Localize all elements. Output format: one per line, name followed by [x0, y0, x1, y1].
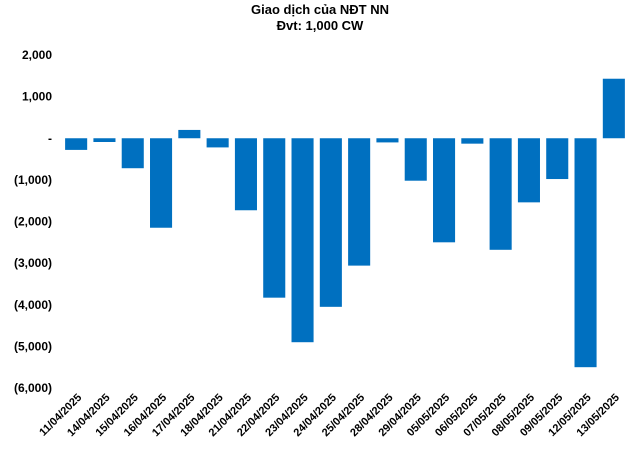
- bar: [121, 138, 144, 169]
- y-tick-label: 2,000: [22, 48, 52, 62]
- bar: [319, 138, 342, 307]
- bar: [150, 138, 173, 228]
- chart-title: Giao dịch của NĐT NN: [251, 2, 389, 17]
- bar: [93, 138, 116, 142]
- y-tick-label: (2,000): [14, 215, 52, 229]
- bar: [461, 138, 484, 144]
- y-tick-label: (6,000): [14, 381, 52, 395]
- bar: [348, 138, 371, 266]
- bar: [433, 138, 456, 243]
- bar: [489, 138, 512, 250]
- bar: [546, 138, 569, 180]
- bar: [65, 138, 88, 150]
- y-tick-label: (3,000): [14, 256, 52, 270]
- y-tick-label: (1,000): [14, 173, 52, 187]
- bar: [602, 78, 625, 139]
- bar: [263, 138, 286, 298]
- bar: [206, 138, 229, 148]
- bar: [574, 138, 597, 368]
- bar: [376, 138, 399, 143]
- bar: [178, 129, 201, 139]
- y-tick-label: -: [48, 131, 52, 145]
- bar: [234, 138, 257, 211]
- bar: [404, 138, 427, 181]
- y-tick-label: 1,000: [22, 90, 52, 104]
- y-tick-label: (5,000): [14, 339, 52, 353]
- bar: [517, 138, 540, 203]
- bar: [291, 138, 314, 343]
- y-tick-label: (4,000): [14, 298, 52, 312]
- chart-subtitle: Đvt: 1,000 CW: [276, 18, 364, 33]
